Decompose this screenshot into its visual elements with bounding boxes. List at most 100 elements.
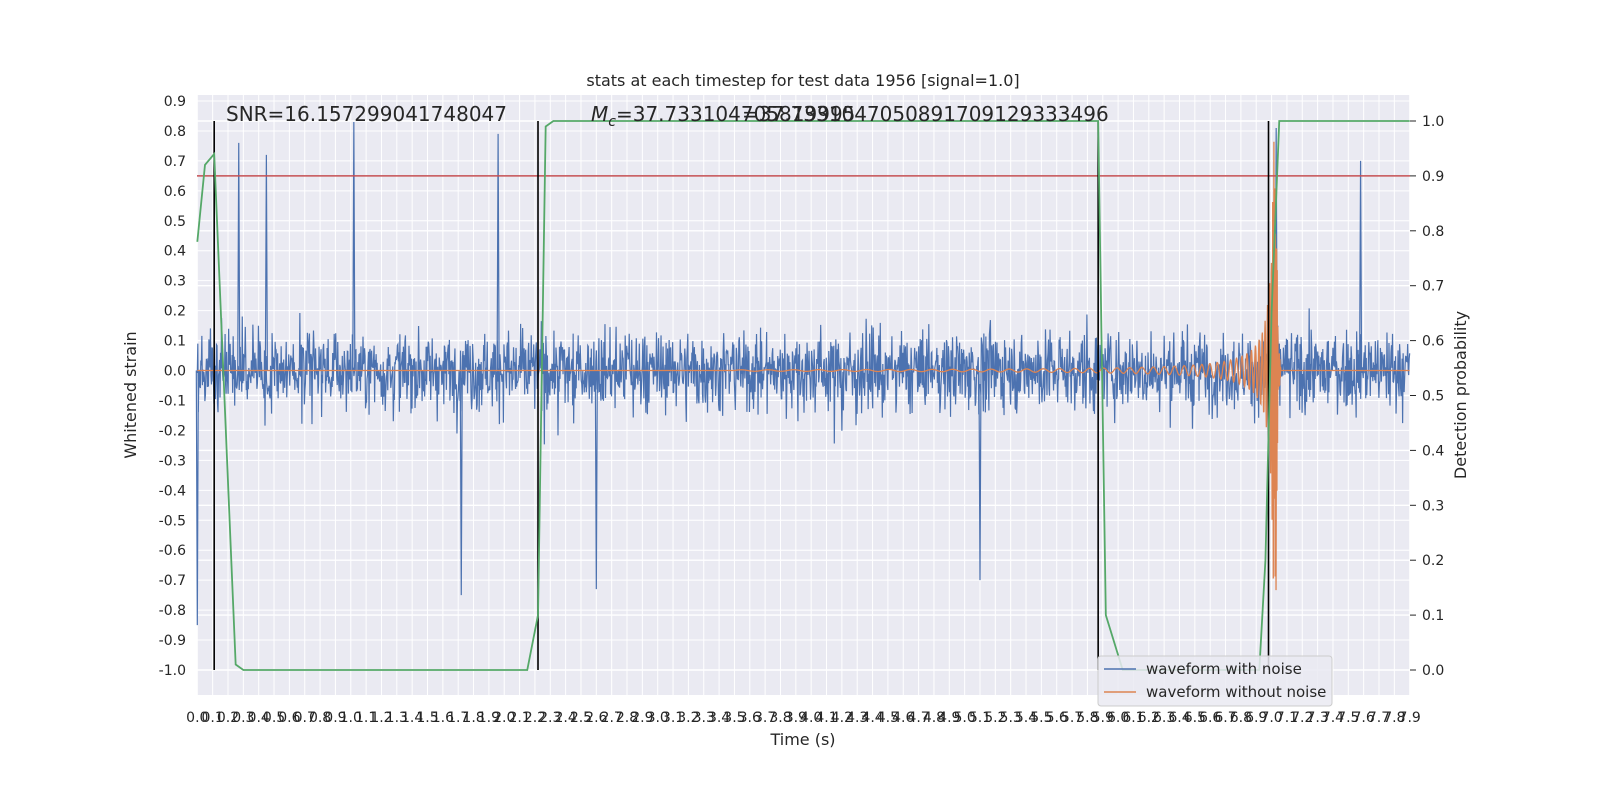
legend-box [1097,655,1333,707]
x-tick-label: 6.2 [1138,710,1160,726]
x-tick-label: 2.5 [570,710,592,726]
chirp-mass-subscript: c [608,114,616,130]
x-tick-label: 7.5 [1337,710,1359,726]
x-tick-label: 3.9 [785,710,807,726]
legend-label-noise: waveform with noise [1146,660,1302,678]
x-tick-label: 4.4 [861,710,883,726]
chart-title: stats at each timestep for test data 195… [586,71,1019,90]
y-tick-label-right: 0.9 [1422,169,1444,185]
x-tick-label: 0.4 [248,710,270,726]
x-tick-label: 1.5 [416,710,438,726]
x-tick-label: 0.0 [186,710,208,726]
legend: waveform with noise waveform without noi… [1097,655,1333,707]
x-tick-label: 2.2 [524,710,546,726]
x-tick-label: 7.1 [1276,710,1298,726]
y-tick-label-right: 1.0 [1422,114,1444,130]
y-tick-label-right: 0.2 [1422,553,1444,569]
x-tick-label: 5.8 [1076,710,1098,726]
x-tick-label: 3.5 [723,710,745,726]
x-tick-label: 0.7 [294,710,316,726]
x-tick-label: 3.7 [754,710,776,726]
noise-waveform-line [195,121,1411,626]
y-tick-labels-left: -1.0 -0.9 -0.8 -0.7 -0.6 -0.5 -0.4 -0.3 -0.2 -0.1… [159,94,186,679]
x-tick-label: 2.4 [554,710,576,726]
chirp-mass-symbol: M [591,102,608,126]
x-tick-label: 2.1 [508,710,530,726]
x-tick-label: 1.7 [447,710,469,726]
y-tick-label-left: -0.9 [159,633,186,649]
y-tick-label-right: 0.1 [1422,608,1444,624]
x-tick-label: 0.6 [278,710,300,726]
x-tick-label: 7.8 [1383,710,1405,726]
x-tick-label: 1.2 [370,710,392,726]
x-tick-label: 2.8 [616,710,638,726]
y-tick-label-left: -0.8 [159,603,186,619]
x-tick-label: 5.7 [1061,710,1083,726]
y-tick-label-right: 0.7 [1422,279,1444,295]
x-tick-label: 2.7 [601,710,623,726]
legend-label-clean: waveform without noise [1146,683,1326,701]
x-tick-label: 1.9 [478,710,500,726]
x-tick-label: 3.6 [739,710,761,726]
x-tick-label: 1.4 [401,710,423,726]
y-tick-label-right: 0.3 [1422,498,1444,514]
x-tick-label: 0.8 [309,710,331,726]
x-tick-label: 4.0 [800,710,822,726]
x-tick-label: 3.0 [647,710,669,726]
detection-probability-line [196,120,1410,671]
y-tick-label-left: 0.9 [164,94,186,110]
x-tick-label: 5.9 [1092,710,1114,726]
x-tick-label: 5.2 [984,710,1006,726]
y-tick-label-left: 0.4 [164,244,186,260]
x-tick-label: 4.5 [877,710,899,726]
y-tick-label-left: 0.5 [164,214,186,230]
x-tick-label: 6.5 [1184,710,1206,726]
x-tick-label: 0.1 [202,710,224,726]
chirp-mass-annotation-overlap: =37.7331047050891709129333496 [742,102,1109,126]
x-tick-label: 1.3 [386,710,408,726]
y-tick-label-left: -0.1 [159,393,186,409]
y-tick-label-left: 0.7 [164,154,186,170]
y-tick-label-right: 0.6 [1422,334,1444,350]
x-tick-label: 4.2 [831,710,853,726]
y-tick-label-left: 0.8 [164,124,186,140]
x-tick-label: 6.1 [1122,710,1144,726]
x-tick-label: 3.4 [708,710,730,726]
y-tick-label-right: 0.0 [1422,663,1444,679]
x-tick-label: 3.2 [677,710,699,726]
x-tick-label: 4.3 [846,710,868,726]
x-tick-label: 4.9 [938,710,960,726]
x-tick-label: 6.9 [1245,710,1267,726]
x-tick-label: 5.0 [954,710,976,726]
x-tick-label: 1.6 [432,710,454,726]
x-tick-label: 6.0 [1107,710,1129,726]
x-tick-label: 3.1 [662,710,684,726]
y-tick-label-right: 0.8 [1422,224,1444,240]
x-tick-label: 7.2 [1291,710,1313,726]
x-tick-label: 2.0 [493,710,515,726]
x-axis-label: Time (s) [769,730,835,749]
x-tick-label: 7.3 [1306,710,1328,726]
y-tick-label-left: 0.3 [164,274,186,290]
x-tick-label: 4.7 [907,710,929,726]
x-tick-label: 3.3 [693,710,715,726]
y-tick-label-left: -0.4 [159,483,186,499]
y-tick-label-left: -0.5 [159,513,186,529]
x-tick-label: 6.6 [1199,710,1221,726]
x-tick-label: 6.3 [1153,710,1175,726]
y-axis-label-right: Detection probability [1451,311,1470,479]
x-tick-label: 2.9 [631,710,653,726]
y-tick-labels-right: 0.0 0.1 0.2 0.3 0.4 0.5 0.6 0.7 0.8 0.9 1.0 [1410,114,1444,679]
x-tick-label: 7.9 [1399,710,1421,726]
x-tick-label: 1.1 [355,710,377,726]
y-tick-label-left: 0.0 [164,364,186,380]
x-tick-label: 0.9 [324,710,346,726]
x-tick-label: 4.1 [815,710,837,726]
x-tick-label: 3.8 [769,710,791,726]
snr-annotation: SNR=16.157299041748047 [226,102,507,126]
y-tick-label-left: -0.3 [159,453,186,469]
chirp-mass-annotation: Mc=37.733104705819995 [591,102,855,130]
x-tick-label: 5.1 [969,710,991,726]
x-tick-label: 0.3 [232,710,254,726]
